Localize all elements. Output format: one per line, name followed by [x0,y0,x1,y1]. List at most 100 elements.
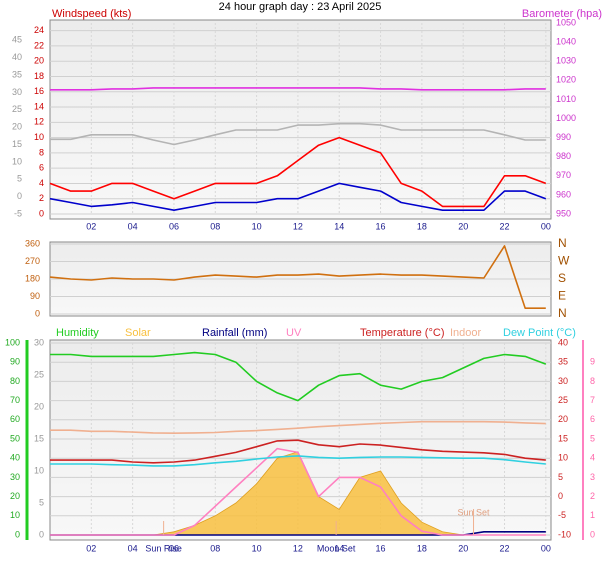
y-tick-label: S [558,271,566,285]
line [50,447,546,536]
y-tick-label: 0 [15,529,20,539]
y-tick-label: 40 [12,52,22,62]
x-tick-label: 10 [252,543,262,553]
y-tick-label: 25 [12,104,22,114]
y-tick-label: 20 [558,414,568,424]
y-tick-label: 45 [12,35,22,45]
y-tick-label: 0 [39,208,44,218]
wind-label: Windspeed (kts) [52,8,131,20]
y-tick-label: N [558,236,567,250]
y-tick-label: 980 [556,151,571,161]
y-tick-label: 10 [10,510,20,520]
y-tick-label: 1010 [556,94,576,104]
y-tick-label: 15 [558,433,568,443]
y-tick-label: 35 [12,69,22,79]
x-tick-label: 00 [541,221,551,231]
y-tick-label: 360 [25,238,40,248]
y-tick-label: 10 [34,465,44,475]
y-tick-label: 6 [39,163,44,173]
y-tick-label: 4 [39,178,44,188]
annotation: Sun Rise [145,543,182,553]
y-tick-label: E [558,289,566,303]
y-tick-label: W [558,254,570,268]
y-tick-label: 1020 [556,75,576,85]
y-tick-label: N [558,306,567,320]
y-tick-label: 60 [10,414,20,424]
y-tick-label: 40 [558,337,568,347]
y-tick-label: -5 [558,510,566,520]
y-tick-label: 9 [590,357,595,367]
y-tick-label: 1000 [556,113,576,123]
chart-title: 24 hour graph day : 23 April 2025 [219,1,382,13]
y-tick-label: 0 [39,529,44,539]
y-tick-label: 20 [12,122,22,132]
line [50,455,546,467]
x-tick-label: 22 [500,543,510,553]
y-tick-label: 7 [590,395,595,405]
y-tick-label: 5 [39,497,44,507]
x-tick-label: 06 [169,543,179,553]
legend-item: Indoor [450,327,482,339]
y-tick-label: 950 [556,208,571,218]
x-tick-label: 22 [500,221,510,231]
legend-item: UV [286,327,302,339]
line [50,439,546,464]
x-tick-label: 08 [210,543,220,553]
x-tick-label: 00 [541,543,551,553]
y-tick-label: 35 [558,357,568,367]
y-tick-label: 5 [17,174,22,184]
x-tick-label: 02 [86,543,96,553]
y-tick-label: 990 [556,132,571,142]
y-tick-label: 70 [10,395,20,405]
barometer-label: Barometer (hpa) [522,8,602,20]
y-tick-label: 20 [10,491,20,501]
y-tick-label: 1040 [556,36,576,46]
y-tick-label: 2 [39,193,44,203]
y-tick-label: 18 [34,71,44,81]
line [49,182,547,211]
y-tick-label: 970 [556,170,571,180]
y-tick-label: 100 [5,337,20,347]
y-tick-label: 1030 [556,56,576,66]
y-tick-label: 270 [25,256,40,266]
y-tick-label: 3 [590,472,595,482]
y-tick-label: 90 [10,357,20,367]
y-tick-label: 0 [17,191,22,201]
y-tick-label: 16 [34,86,44,96]
y-tick-label: 20 [34,401,44,411]
panel-wind [49,19,552,220]
x-tick-label: 18 [417,221,427,231]
y-tick-label: 1050 [556,17,576,27]
legend-item: Solar [125,327,151,339]
y-tick-label: 80 [10,376,20,386]
y-tick-label: 20 [34,56,44,66]
legend-item: Rainfall (mm) [202,327,267,339]
y-tick-label: 5 [558,472,563,482]
y-tick-label: 180 [25,273,40,283]
y-tick-label: 8 [39,147,44,157]
y-tick-label: -10 [558,529,571,539]
y-tick-label: 12 [34,117,44,127]
line [50,351,547,402]
x-tick-label: 04 [128,221,138,231]
y-tick-label: 30 [34,337,44,347]
annotation: Sun Set [458,507,491,517]
y-tick-label: 0 [590,529,595,539]
y-tick-label: 10 [12,156,22,166]
x-tick-label: 14 [334,221,344,231]
x-tick-label: 14 [334,543,344,553]
line [49,245,546,309]
y-tick-label: 30 [12,87,22,97]
x-tick-label: 02 [86,221,96,231]
line [50,420,546,434]
x-tick-label: 08 [210,221,220,231]
y-tick-label: 6 [590,414,595,424]
y-tick-label: 15 [12,139,22,149]
annotation: Moon Set [317,543,356,553]
x-tick-label: 20 [458,543,468,553]
y-tick-label: 30 [558,376,568,386]
y-tick-label: 25 [558,395,568,405]
y-tick-label: 5 [590,433,595,443]
line [50,87,546,91]
